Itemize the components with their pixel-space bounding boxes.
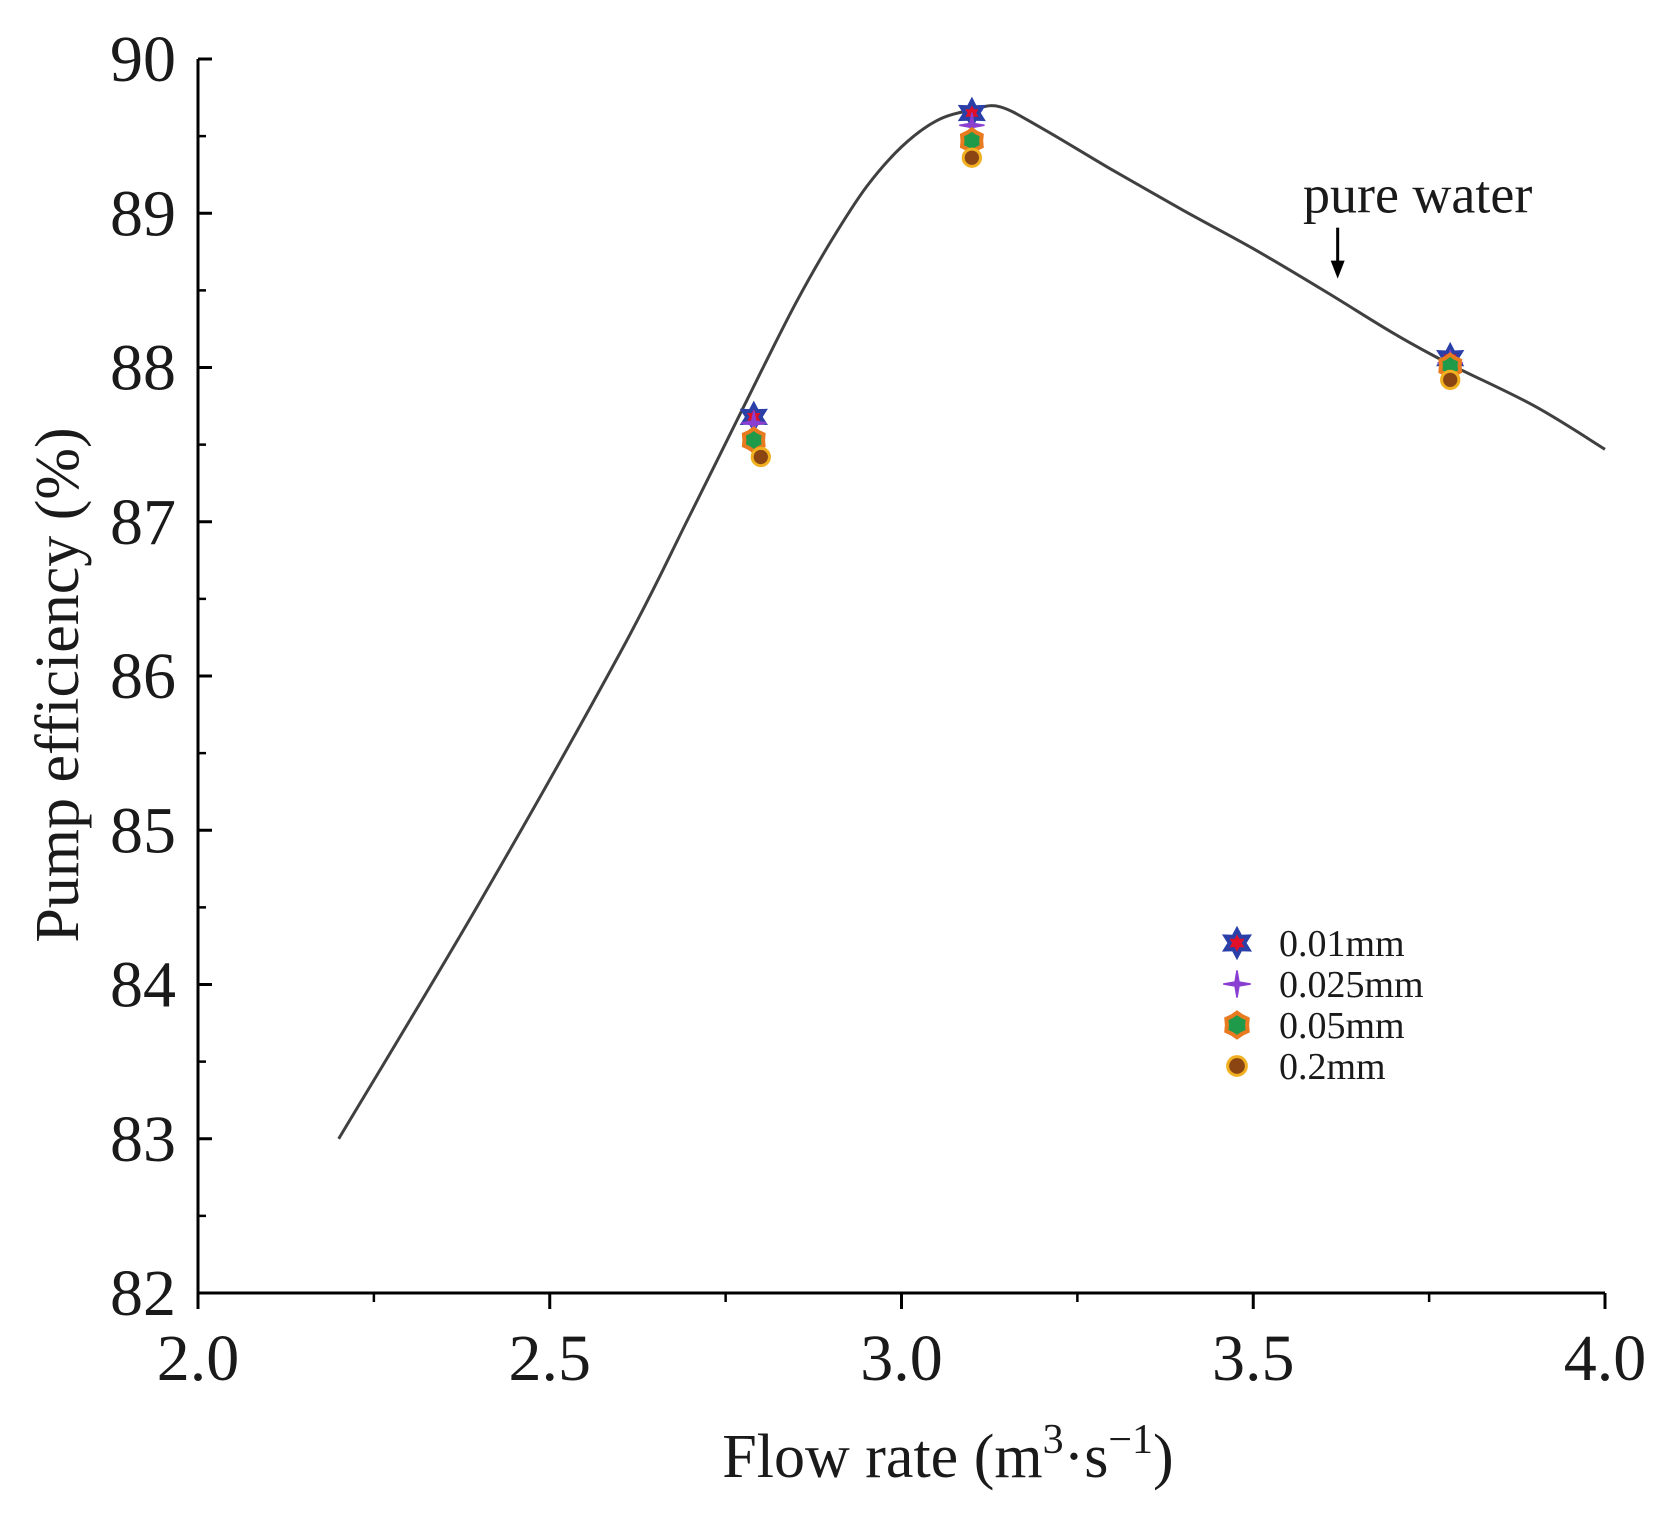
legend-symbol — [1223, 970, 1251, 998]
y-tick-label: 82 — [110, 1257, 176, 1330]
legend-symbol — [1226, 1055, 1248, 1077]
legend-label: 0.05mm — [1279, 1005, 1405, 1047]
y-tick-label: 90 — [110, 23, 176, 96]
x-axis-title: Flow rate (m3·s−1) — [722, 1417, 1173, 1491]
circle-marker — [1440, 369, 1461, 390]
curve-layer — [337, 104, 1606, 1140]
legend-item: 0.05mm — [1224, 1005, 1405, 1047]
annotation-layer: pure water — [1303, 165, 1532, 279]
x-tick-label: 4.0 — [1564, 1322, 1647, 1395]
legend-item: 0.2mm — [1226, 1046, 1386, 1088]
y-axis-title: Pump efficiency (%) — [24, 427, 92, 942]
data-point — [1440, 369, 1461, 390]
y-tick-label: 88 — [110, 332, 176, 405]
x-axis-title-mid: ·s — [1064, 1423, 1109, 1491]
y-tick-label: 85 — [110, 794, 176, 867]
plus-star-marker — [1223, 970, 1251, 998]
legend-item: 0.025mm — [1223, 964, 1424, 1006]
data-point — [750, 446, 771, 468]
x-axis-title-sup2: −1 — [1108, 1417, 1153, 1463]
circle-marker — [750, 446, 771, 468]
star-marker — [1221, 925, 1253, 961]
legend-label: 0.01mm — [1279, 923, 1405, 965]
legend-label: 0.025mm — [1279, 964, 1424, 1006]
axes — [196, 59, 1605, 1295]
data-point — [961, 147, 982, 168]
circle-marker — [1226, 1055, 1248, 1077]
x-tick-label: 2.0 — [157, 1322, 240, 1395]
x-axis-title-sup1: 3 — [1043, 1417, 1064, 1463]
x-tick-label: 2.5 — [509, 1322, 592, 1395]
y-tick-label: 83 — [110, 1103, 176, 1176]
y-tick-label: 86 — [110, 640, 176, 713]
y-tick-label: 87 — [110, 486, 176, 559]
x-tick-label: 3.0 — [860, 1322, 943, 1395]
x-axis-title-end: ) — [1153, 1423, 1174, 1491]
pure-water-curve — [337, 104, 1606, 1140]
pure-water-label: pure water — [1303, 165, 1532, 225]
legend-item: 0.01mm — [1221, 923, 1405, 965]
x-tick-label: 3.5 — [1212, 1322, 1295, 1395]
legend-label: 0.2mm — [1279, 1046, 1386, 1088]
y-tick-label: 89 — [110, 177, 176, 250]
legend-symbol — [1221, 925, 1253, 961]
ticks: 82 83 84 85 86 87 88 89 90 2.0 2.5 3.0 3.5 4.0 — [110, 23, 1646, 1395]
circle-marker — [961, 147, 982, 168]
annotation-arrow-head — [1330, 260, 1345, 279]
x-axis-title-main: Flow rate (m — [722, 1423, 1042, 1491]
octagon-marker — [1224, 1010, 1250, 1040]
y-tick-label: 84 — [110, 949, 176, 1022]
points-layer — [739, 96, 1465, 468]
legend-symbol — [1224, 1010, 1250, 1040]
